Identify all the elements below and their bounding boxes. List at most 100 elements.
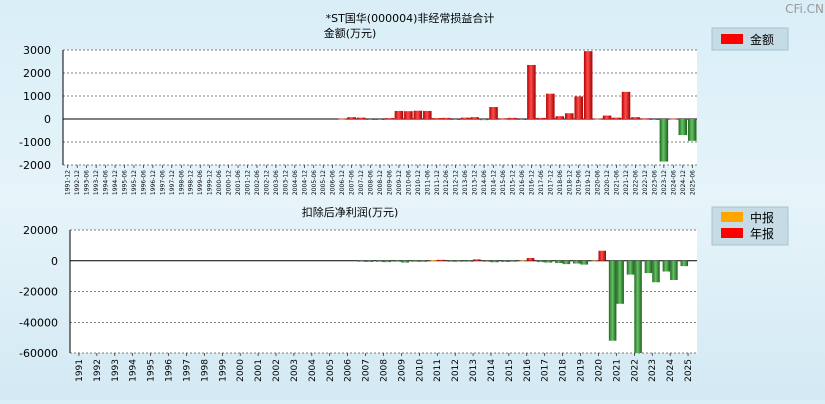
x-tick-label: 2015	[505, 359, 515, 382]
bar-value	[640, 118, 650, 120]
bar-value	[508, 117, 517, 119]
x-tick-label: 2010-12	[415, 170, 422, 195]
bar-value	[366, 119, 375, 120]
x-tick-label: 1995	[147, 359, 157, 382]
bar-value	[678, 119, 688, 136]
x-tick-label: 1993-12	[93, 170, 100, 195]
y-tick-label: -20000	[19, 286, 58, 299]
x-tick-label: 2008-12	[377, 170, 384, 195]
plot-area-1	[63, 50, 697, 165]
x-tick-label: 2025	[684, 359, 694, 382]
y-tick-label: -60000	[19, 347, 58, 360]
x-tick-label: 2015-12	[509, 170, 516, 195]
x-tick-label: 2003	[290, 359, 300, 382]
bar-interim	[375, 260, 384, 262]
x-tick-label: 2010	[415, 359, 425, 382]
bar-interim	[519, 260, 527, 262]
x-tick-label: 2009-12	[396, 170, 403, 195]
x-tick-label: 2022-06	[632, 170, 639, 195]
bar-annual	[526, 257, 535, 261]
bar-value	[536, 117, 546, 119]
legend-label-annual: 年报	[750, 226, 774, 241]
bar-value	[347, 117, 356, 119]
x-tick-label: 2014-06	[481, 170, 488, 195]
bar-interim	[573, 260, 581, 264]
x-tick-label: 2004-12	[301, 170, 308, 195]
bar-value	[432, 118, 442, 120]
bar-value	[650, 119, 659, 120]
y-tick-label: 1000	[23, 90, 51, 103]
bar-interim	[644, 260, 653, 274]
bar-annual	[383, 260, 392, 263]
bar-annual	[437, 259, 445, 261]
x-tick-label: 1998	[200, 359, 210, 382]
legend-label-interim: 中报	[750, 210, 774, 225]
x-tick-label: 1998-12	[188, 170, 195, 195]
x-tick-label: 2007-06	[349, 170, 356, 195]
bar-annual	[401, 260, 409, 263]
x-tick-label: 2002-12	[263, 170, 270, 195]
bar-value	[489, 107, 498, 119]
bar-value	[631, 117, 640, 119]
bar-value	[394, 110, 404, 119]
bar-interim	[590, 260, 599, 262]
bar-value	[479, 119, 489, 121]
bar-interim	[555, 260, 563, 264]
x-tick-label: 2013-12	[472, 170, 479, 195]
x-tick-label: 1997-12	[169, 170, 176, 195]
x-tick-label: 2025-06	[689, 170, 696, 195]
x-tick-label: 2018	[559, 359, 569, 382]
bar-annual	[490, 260, 499, 263]
x-tick-label: 2011-12	[434, 170, 441, 195]
bar-interim	[501, 260, 509, 262]
x-tick-label: 2014-12	[491, 170, 498, 195]
y-tick-label: -1000	[19, 136, 51, 149]
y-tick-label: 20000	[23, 224, 58, 237]
bar-value	[337, 118, 347, 120]
x-tick-label: 2005-12	[320, 170, 327, 195]
x-tick-label: 1995-12	[131, 170, 138, 195]
bar-value	[669, 118, 678, 120]
x-tick-label: 1992-12	[74, 170, 81, 195]
bar-interim	[465, 260, 474, 262]
legend-swatch-amount	[721, 34, 743, 44]
bar-interim	[429, 260, 438, 262]
bar-interim	[680, 260, 689, 267]
bar-interim	[537, 260, 545, 263]
x-tick-label: 2002-06	[254, 170, 261, 195]
x-tick-label: 2001-06	[235, 170, 242, 195]
bar-value	[423, 110, 432, 119]
bar-value	[688, 119, 697, 141]
x-tick-label: 1991	[75, 359, 85, 382]
x-tick-label: 2023	[648, 359, 658, 382]
x-tick-label: 1993-06	[84, 170, 91, 195]
x-tick-label: 2015-06	[500, 170, 507, 195]
bar-value	[602, 115, 612, 119]
y-tick-label: 0	[44, 113, 51, 126]
legend-swatch-interim	[721, 212, 743, 222]
bar-value	[574, 96, 583, 119]
x-tick-label: 1994-12	[112, 170, 119, 195]
bar-annual	[508, 260, 517, 262]
bar-value	[375, 119, 385, 120]
bar-annual	[616, 260, 624, 304]
x-tick-label: 2016-06	[519, 170, 526, 195]
x-tick-label: 2020-12	[604, 170, 611, 195]
bar-interim	[662, 260, 671, 272]
bar-value	[404, 111, 413, 119]
bar-annual	[544, 260, 553, 263]
x-tick-label: 2004	[308, 359, 318, 382]
x-tick-label: 2012-06	[443, 170, 450, 195]
x-tick-label: 2019-06	[576, 170, 583, 195]
bar-annual	[580, 260, 589, 265]
x-tick-label: 2009-06	[386, 170, 393, 195]
x-tick-label: 2005	[326, 359, 336, 382]
x-tick-label: 1994-06	[103, 170, 110, 195]
chart-1-ylabel: 金额(万元)	[324, 26, 377, 40]
x-tick-label: 2010-06	[405, 170, 412, 195]
bar-value	[498, 118, 508, 120]
bar-value	[659, 119, 669, 162]
y-tick-label: 3000	[23, 44, 51, 57]
bar-annual	[598, 250, 606, 261]
